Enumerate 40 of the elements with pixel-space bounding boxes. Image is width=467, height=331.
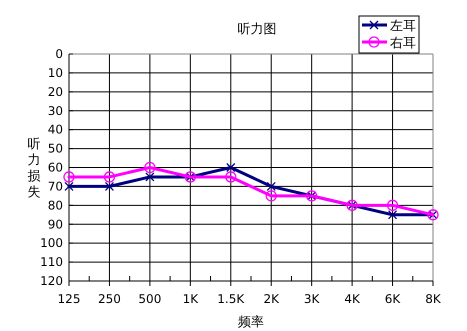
x-tick-label: 6K (384, 292, 402, 306)
point (225, 171, 236, 183)
y-tick-label: 110 (40, 255, 63, 270)
point (226, 162, 236, 172)
legend-label: 右耳 (390, 36, 416, 51)
point (104, 171, 116, 183)
point (388, 210, 398, 220)
point (64, 182, 74, 192)
y-tick-label: 20 (48, 84, 63, 99)
y-tick-label: 10 (48, 66, 63, 80)
y-tick-label: 120 (40, 274, 63, 288)
y-axis-title: 听力损失 (28, 137, 40, 200)
point (144, 162, 156, 174)
x-tick-label: 8K (425, 292, 442, 306)
legend-label: 左耳 (390, 19, 416, 34)
x-tick-label: 1.5K (217, 292, 246, 306)
point (266, 190, 277, 202)
point (386, 200, 398, 211)
y-tick-label: 60 (48, 160, 63, 174)
y-tick-label: 80 (48, 198, 63, 212)
y-tick-label: 40 (48, 122, 63, 137)
x-tick-label: 2K (263, 292, 280, 306)
y-tick-label: 50 (48, 142, 63, 156)
y-tick-label: 90 (48, 217, 63, 232)
x-tick-label: 250 (98, 292, 121, 306)
x-tick-label: 4K (344, 292, 361, 306)
y-tick-label: 70 (48, 179, 63, 194)
y-tick-label: 30 (48, 104, 63, 118)
x-axis-title: 频率 (238, 314, 264, 330)
point (266, 182, 276, 192)
point (104, 182, 114, 192)
point (145, 172, 155, 182)
x-tick-label: 1K (182, 292, 200, 306)
x-tick-label: 500 (138, 292, 162, 306)
y-tick-label: 0 (55, 47, 63, 61)
x-tick-label: 3K (304, 292, 321, 306)
x-tick-label: 125 (58, 292, 80, 306)
chart-title: 听力图 (238, 22, 276, 37)
point (63, 171, 75, 183)
y-tick-label: 100 (40, 236, 63, 250)
